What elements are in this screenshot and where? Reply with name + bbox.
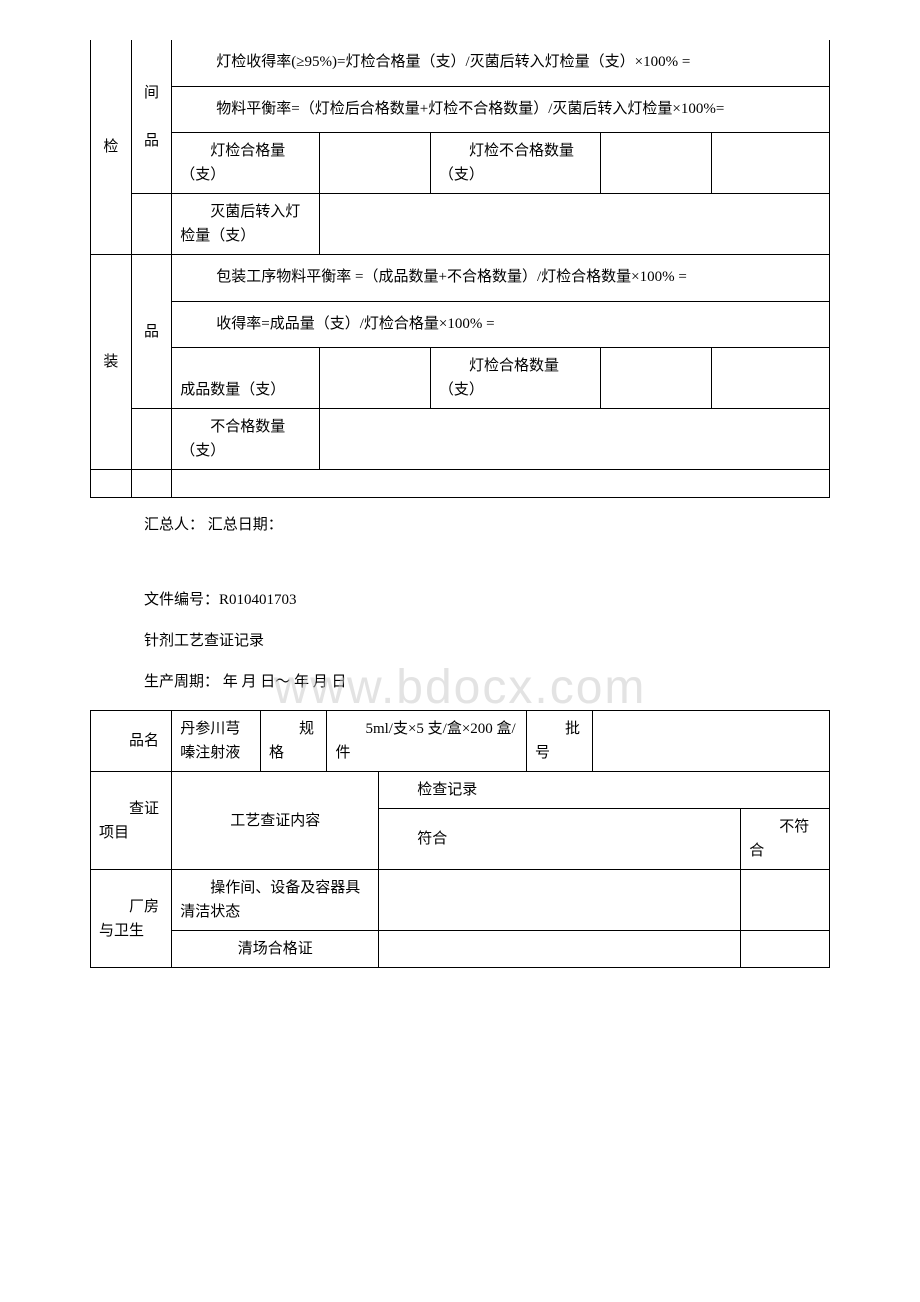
doc-title: 针剂工艺查证记录 xyxy=(144,628,830,655)
cell-section-zhuang: 装 xyxy=(91,255,132,470)
label-chengpin-shuliang: 成品数量（支） xyxy=(172,348,320,409)
formula-baozhuang-balance: 包装工序物料平衡率 =（成品数量+不合格数量）/灯检合格数量×100% = xyxy=(172,255,830,302)
label-dengjian-buhege: 灯检不合格数量（支） xyxy=(430,133,600,194)
text-jiancha: 检查记录 xyxy=(417,782,477,798)
header-chazhengxiangmu: 查证项目 xyxy=(91,772,172,870)
cell-sub-empty2 xyxy=(131,409,172,470)
table-verification-record: 品名 丹参川芎嗪注射液 规格 5ml/支×5 支/盒×200 盒/件 批号 查证… xyxy=(90,710,830,968)
text-buhegeshuliang: 不合格数量（支） xyxy=(180,419,285,459)
cell-spare-2 xyxy=(711,348,829,409)
text-pihao: 批号 xyxy=(535,721,580,761)
formula4-text: 收得率=成品量（支）/灯检合格量×100% = xyxy=(216,316,494,332)
content-qingchang: 清场合格证 xyxy=(172,931,379,968)
text-buhege: 灯检不合格数量（支） xyxy=(439,143,574,183)
text-hegeliang: 灯检合格量（支） xyxy=(180,143,285,183)
label-jian: 间 xyxy=(144,85,159,101)
bufuhe-r2 xyxy=(741,931,830,968)
value-dengjian-hege-shuliang xyxy=(600,348,711,409)
cell-sub-pin2: 品 xyxy=(131,255,172,409)
header-guige: 规格 xyxy=(260,711,327,772)
production-period: 生产周期： 年 月 日～ 年 月 日 xyxy=(144,669,830,696)
value-buhege-shuliang xyxy=(320,409,830,470)
value-dengjian-buhege xyxy=(600,133,711,194)
label-miejun-zhuanru: 灭菌后转入灯检量（支） xyxy=(172,194,320,255)
text-caozuojian: 操作间、设备及容器具清洁状态 xyxy=(180,880,360,920)
file-number: 文件编号：R010401703 xyxy=(144,587,830,614)
cell-sub-empty1 xyxy=(131,194,172,255)
value-dengjian-hegeliang xyxy=(320,133,431,194)
text-changfang: 厂房与卫生 xyxy=(99,899,159,939)
text-miejun: 灭菌后转入灯检量（支） xyxy=(180,204,300,244)
header-pihao: 批号 xyxy=(526,711,593,772)
value-pinming: 丹参川芎嗪注射液 xyxy=(172,711,261,772)
content-caozuojian: 操作间、设备及容器具清洁状态 xyxy=(172,870,379,931)
formula-dengjian-rate: 灯检收得率(≥95%)=灯检合格量（支）/灭菌后转入灯检量（支）×100% = xyxy=(172,40,830,86)
text-dengjianhegl: 灯检合格数量（支） xyxy=(439,358,559,398)
value-chengpin-shuliang xyxy=(320,348,431,409)
table-inspection-packaging: 检 间品 灯检收得率(≥95%)=灯检合格量（支）/灭菌后转入灯检量（支）×10… xyxy=(90,40,830,498)
text-bufuhe: 不符合 xyxy=(749,819,809,859)
value-pihao xyxy=(593,711,830,772)
header-bufuhe: 不符合 xyxy=(741,809,830,870)
label-dengjian-hegeliang: 灯检合格量（支） xyxy=(172,133,320,194)
bufuhe-r1 xyxy=(741,870,830,931)
empty-c1 xyxy=(91,470,132,498)
summary-line: 汇总人： 汇总日期： xyxy=(144,512,830,539)
empty-c3 xyxy=(172,470,830,498)
header-fuhe: 符合 xyxy=(379,809,741,870)
header-gongyichazheng: 工艺查证内容 xyxy=(172,772,379,870)
cell-sub-jianpin: 间品 xyxy=(131,40,172,194)
formula-wuliao-balance: 物料平衡率=（灯检后合格数量+灯检不合格数量）/灭菌后转入灯检量×100%= xyxy=(172,86,830,133)
formula-shoudelv: 收得率=成品量（支）/灯检合格量×100% = xyxy=(172,301,830,348)
value-miejun-zhuanru xyxy=(320,194,830,255)
header-pinming: 品名 xyxy=(91,711,172,772)
text-chazheng: 查证项目 xyxy=(99,801,159,841)
label-dengjian-hege-shuliang: 灯检合格数量（支） xyxy=(430,348,600,409)
label-pin1: 品 xyxy=(144,133,159,149)
formula3-text: 包装工序物料平衡率 =（成品数量+不合格数量）/灯检合格数量×100% = xyxy=(216,269,687,285)
cell-spare-1 xyxy=(711,133,829,194)
text-chengpin: 成品数量（支） xyxy=(180,382,285,398)
text-guige: 规格 xyxy=(269,721,314,761)
header-jianchajilu: 检查记录 xyxy=(379,772,830,809)
label-changfang-weisheng: 厂房与卫生 xyxy=(91,870,172,968)
text-pinming: 品名 xyxy=(129,733,159,749)
formula2-text: 物料平衡率=（灯检后合格数量+灯检不合格数量）/灭菌后转入灯检量×100%= xyxy=(216,101,724,117)
fuhe-r2 xyxy=(379,931,741,968)
cell-section-jian: 检 xyxy=(91,40,132,255)
text-v-guige: 5ml/支×5 支/盒×200 盒/件 xyxy=(335,721,515,761)
formula1-text: 灯检收得率(≥95%)=灯检合格量（支）/灭菌后转入灯检量（支）×100% = xyxy=(216,54,690,70)
empty-c2 xyxy=(131,470,172,498)
text-fuhe: 符合 xyxy=(417,831,447,847)
label-buhege-shuliang: 不合格数量（支） xyxy=(172,409,320,470)
value-guige: 5ml/支×5 支/盒×200 盒/件 xyxy=(327,711,527,772)
fuhe-r1 xyxy=(379,870,741,931)
